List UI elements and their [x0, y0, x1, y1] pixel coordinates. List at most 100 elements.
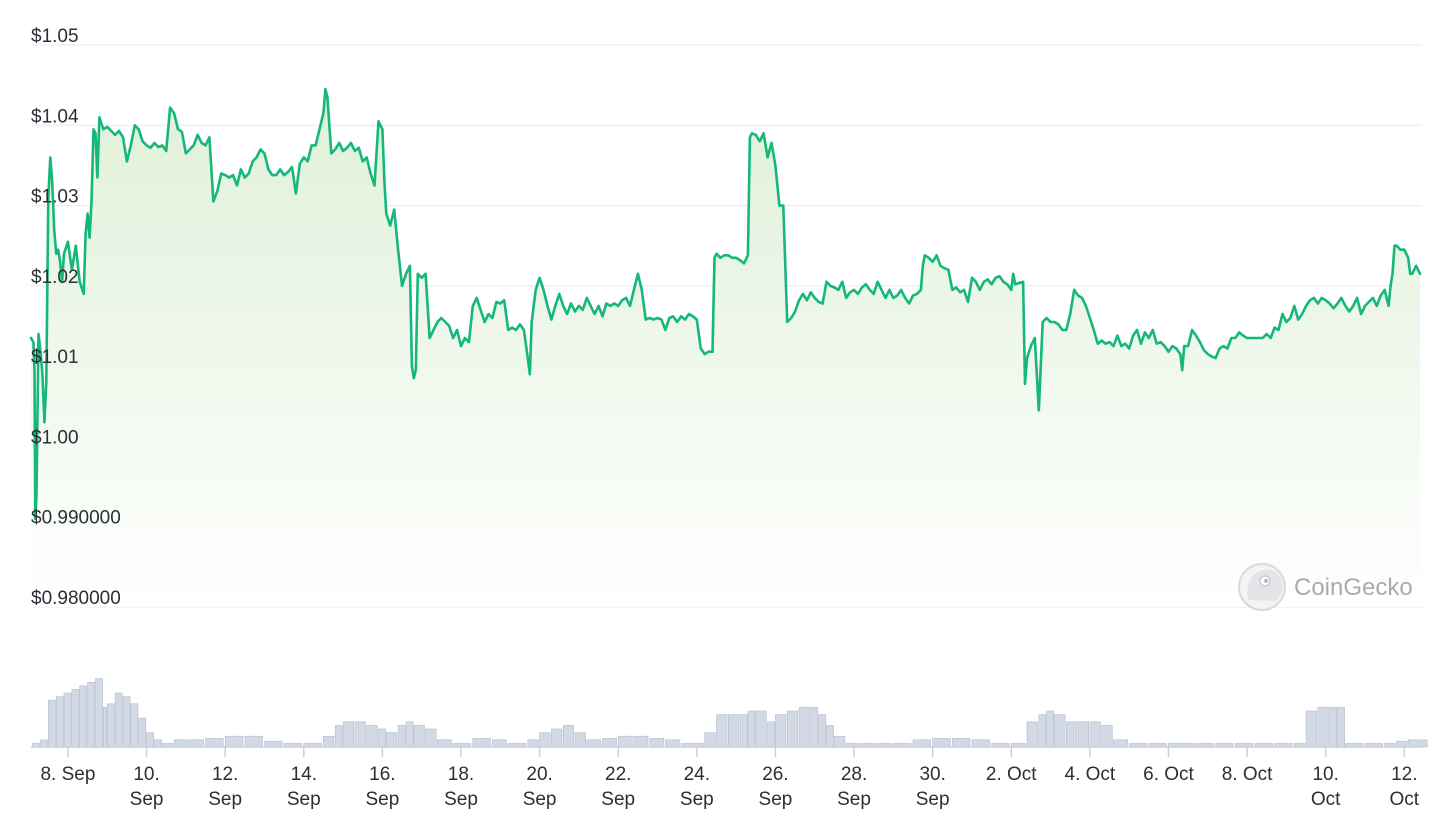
volume-bar [224, 735, 244, 748]
x-axis: 8. Sep 10. Sep 12. Sep 14. Sep 16. Sep 18. Sep 20. S… [31, 746, 1422, 810]
volume-bar [114, 692, 123, 748]
volume-bar [437, 739, 452, 748]
x-tick-label-line2: Sep [759, 789, 793, 810]
volume-bar [810, 707, 819, 748]
volume-bar [633, 735, 649, 748]
volume-bar [818, 714, 827, 748]
volume-bar [71, 689, 80, 748]
volume-bar [1046, 710, 1054, 748]
volume-bar [912, 739, 932, 748]
x-tick-label: 8. Sep [40, 764, 95, 785]
y-tick-label: $1.00 [31, 427, 79, 448]
volume-bar [1317, 707, 1329, 748]
volume-bar [1305, 710, 1317, 748]
volume-bar [527, 739, 539, 748]
y-tick-label: $0.990000 [31, 508, 121, 529]
y-tick-label: $0.980000 [31, 588, 121, 609]
x-tick-label-line2: Sep [365, 789, 399, 810]
volume-bar [95, 678, 103, 748]
x-tick-label-line2: Sep [837, 789, 871, 810]
volume-bar [103, 707, 108, 748]
volume-bar [1101, 725, 1113, 748]
coingecko-watermark: CoinGecko [1238, 563, 1413, 611]
x-tick-label-line2: Sep [601, 789, 635, 810]
volume-bar [264, 740, 283, 748]
x-tick-label: 4. Oct [1065, 764, 1116, 785]
volume-bar [1419, 739, 1428, 748]
volume-bar [397, 725, 406, 748]
volume-bar [130, 703, 139, 748]
volume-bar [47, 699, 56, 748]
price-line [29, 87, 1422, 520]
volume-bar [366, 725, 378, 748]
volume-bar [539, 732, 551, 748]
x-tick-label-line2: Sep [444, 789, 478, 810]
x-tick-label: 10. [133, 764, 159, 785]
x-tick-label: 6. Oct [1143, 764, 1194, 785]
volume-bar [951, 738, 971, 748]
x-tick-label: 8. Oct [1222, 764, 1273, 785]
volume-bar [1407, 739, 1420, 748]
watermark-text: CoinGecko [1294, 574, 1413, 601]
volume-bar [55, 696, 64, 748]
volume-bar [586, 739, 602, 748]
volume-bar [154, 739, 162, 748]
volume-bar [107, 703, 115, 748]
volume-bar [334, 725, 343, 748]
x-tick-label: 20. [526, 764, 552, 785]
x-tick-label-line2: Sep [916, 789, 950, 810]
volume-bar [834, 735, 846, 748]
x-tick-label: 12. [1391, 764, 1417, 785]
volume-bar [755, 710, 767, 748]
volume-bar [413, 725, 425, 748]
volume-bar [826, 725, 834, 748]
volume-bar [492, 739, 507, 748]
x-tick-label-line2: Sep [523, 789, 557, 810]
volume-bar [40, 739, 48, 748]
volume-bar [602, 738, 617, 748]
volume-bar [244, 735, 263, 748]
y-tick-label: $1.01 [31, 347, 79, 368]
volume-bar [716, 714, 728, 748]
volume-bar [1337, 707, 1345, 748]
volume-bar [87, 681, 95, 748]
x-tick-label-line2: Sep [287, 789, 321, 810]
volume-bar [342, 721, 355, 748]
price-area-fill [31, 89, 1420, 607]
y-tick-label: $1.03 [31, 187, 79, 208]
coingecko-logo-icon [1238, 563, 1286, 611]
y-axis-labels: $1.05 $1.04 $1.03 $1.02 $1.01 $1.00 $0.990000 $… [31, 26, 121, 609]
y-tick-label: $1.02 [31, 267, 79, 288]
volume-bar [1077, 721, 1089, 748]
volume-bar [122, 696, 131, 748]
volume-bar [932, 738, 951, 748]
x-tick-label-line2: Oct [1311, 789, 1341, 810]
volume-bar [385, 732, 398, 748]
volume-bar [551, 728, 563, 748]
x-tick-label-line2: Oct [1390, 789, 1420, 810]
volume-bar [562, 725, 575, 748]
volume-bar [786, 710, 799, 748]
volume-bar [185, 739, 204, 748]
x-tick-label: 26. [762, 764, 788, 785]
volume-bar [1113, 739, 1128, 748]
x-tick-label: 28. [841, 764, 867, 785]
x-tick-label: 24. [684, 764, 710, 785]
volume-bar [138, 717, 147, 748]
volume-bar [767, 721, 775, 748]
volume-bar [1396, 740, 1408, 748]
x-tick-label: 12. [212, 764, 238, 785]
volume-bar [747, 710, 756, 748]
x-tick-label: 18. [448, 764, 474, 785]
volume-bar [173, 739, 186, 748]
volume-bar [1329, 707, 1337, 748]
x-tick-label-line2: Sep [680, 789, 714, 810]
volume-bar [378, 728, 386, 748]
price-series-line [29, 87, 1422, 520]
volume-bar [1089, 721, 1101, 748]
volume-bar [665, 739, 680, 748]
volume-bar [727, 714, 740, 748]
volume-bar [79, 685, 88, 748]
